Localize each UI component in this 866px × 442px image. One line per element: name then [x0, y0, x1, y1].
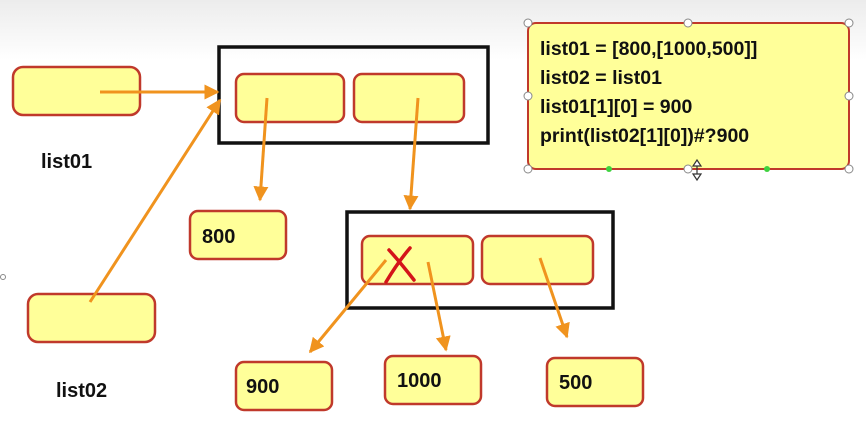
code-line-1: list01 = [800,[1000,500]]: [540, 38, 757, 60]
cross-mark-icon: [384, 246, 416, 284]
resize-handle-left[interactable]: [523, 91, 533, 101]
resize-handle-bottom-right[interactable]: [844, 164, 854, 174]
code-line-3: list01[1][0] = 900: [540, 96, 692, 118]
adjust-handle-right[interactable]: [764, 166, 770, 172]
value-box-800: [188, 209, 288, 261]
slide-edge-handle: [0, 274, 6, 280]
arrow-slot1-to-inner: [403, 97, 420, 211]
inner-list-slot-0: [360, 234, 475, 286]
inner-list-frame: [345, 210, 615, 310]
arrow-list02-to-outer: [88, 98, 222, 303]
arrow-innerslot1-to-500: [538, 257, 570, 339]
value-box-500: [545, 356, 645, 408]
resize-handle-top-left[interactable]: [523, 18, 533, 28]
value-box-900: [234, 360, 334, 412]
arrow-innerslot0-to-1000: [426, 261, 451, 352]
value-text-1000: 1000: [397, 370, 442, 392]
inner-list-slot-1: [480, 234, 595, 286]
resize-handle-top[interactable]: [683, 18, 693, 28]
resize-handle-top-right[interactable]: [844, 18, 854, 28]
value-box-1000: [383, 354, 483, 406]
adjust-handle-left[interactable]: [606, 166, 612, 172]
value-text-900: 900: [246, 376, 279, 398]
outer-list-slot-0: [234, 72, 346, 124]
resize-handle-bottom[interactable]: [683, 164, 693, 174]
arrow-slot0-to-800: [253, 97, 269, 202]
value-text-800: 800: [202, 226, 235, 248]
list01-label: list01: [41, 151, 92, 173]
value-text-500: 500: [559, 372, 592, 394]
list02-variable-box: [26, 292, 157, 344]
outer-list-slot-1: [352, 72, 466, 124]
arrow-innerslot0-to-900: [308, 259, 388, 354]
resize-cursor-icon: [691, 158, 703, 182]
resize-handle-right[interactable]: [844, 91, 854, 101]
code-line-4: print(list02[1][0])#?900: [540, 125, 749, 147]
code-line-2: list02 = list01: [540, 67, 662, 89]
resize-handle-bottom-left[interactable]: [523, 164, 533, 174]
list02-label: list02: [56, 380, 107, 402]
